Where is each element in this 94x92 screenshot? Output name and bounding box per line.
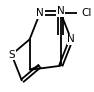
Text: Cl: Cl [81, 8, 92, 18]
Text: N: N [67, 34, 75, 44]
Text: N: N [36, 8, 44, 18]
Text: S: S [8, 50, 15, 60]
Text: N: N [57, 6, 65, 16]
